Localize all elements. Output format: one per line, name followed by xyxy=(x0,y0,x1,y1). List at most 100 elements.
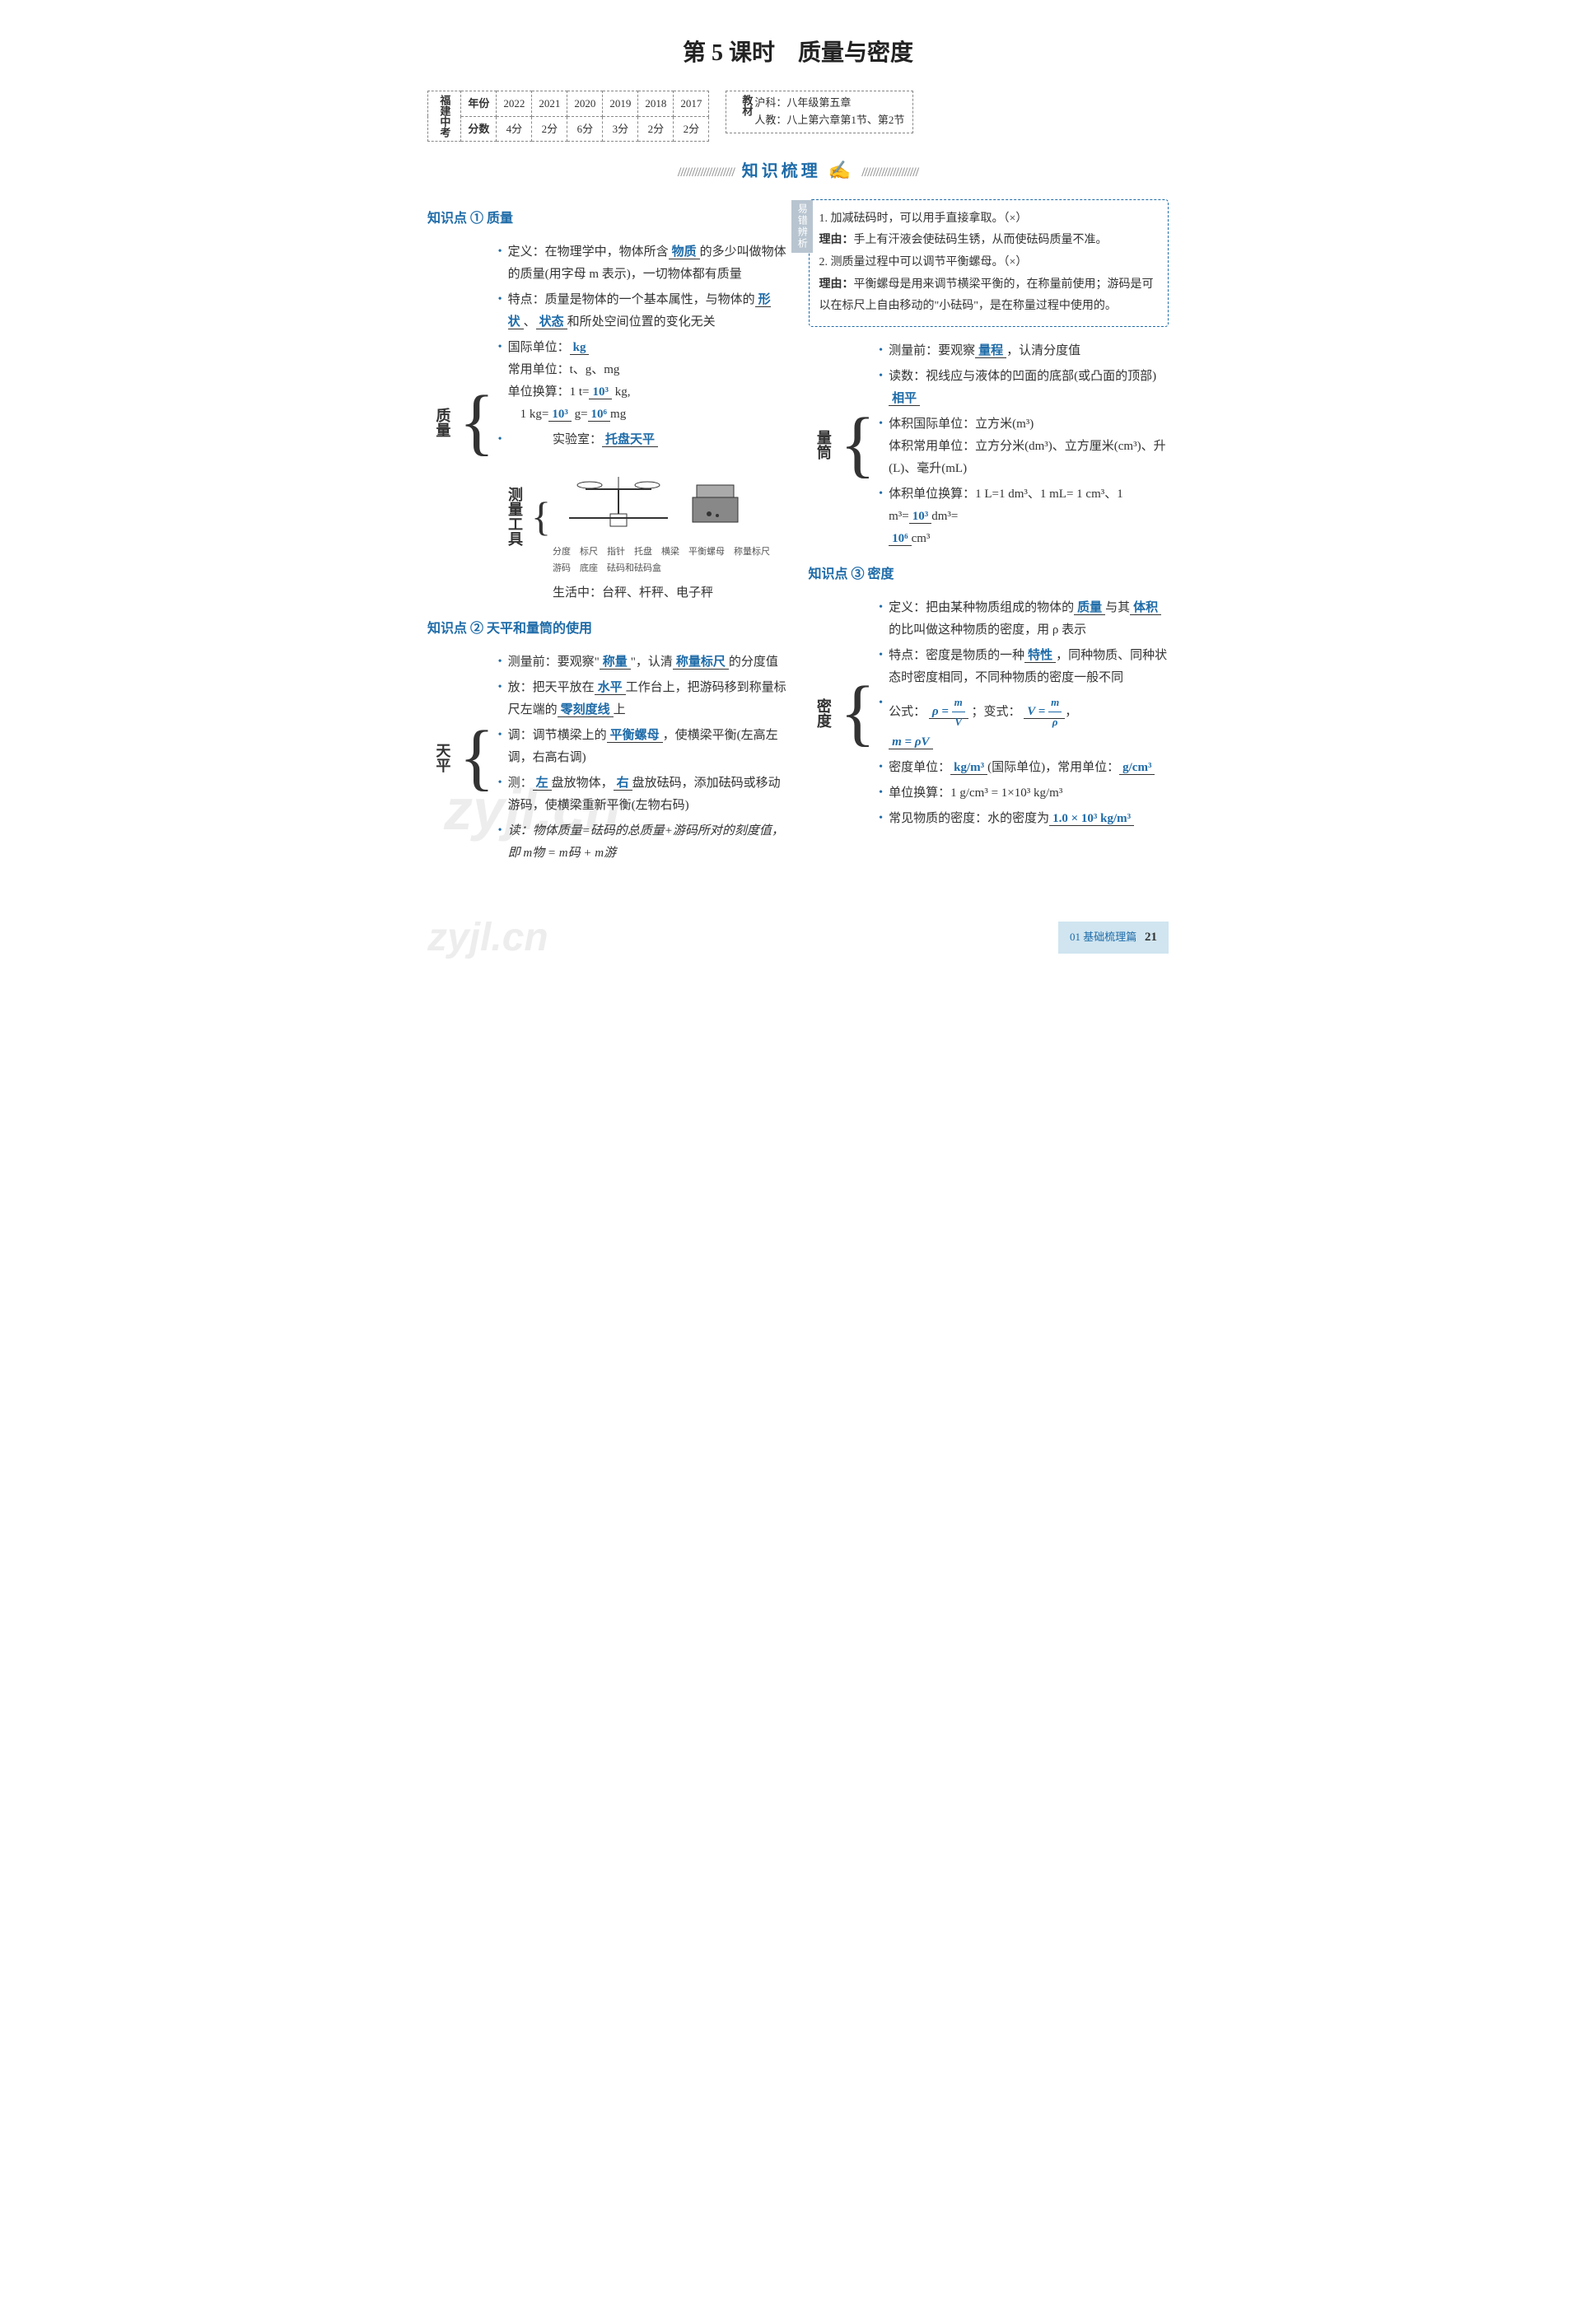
answer: 相平 xyxy=(889,392,920,406)
year-cell: 2022 xyxy=(497,91,532,116)
mistake-callout: 易错辨析 1. 加减砝码时，可以用手直接拿取。（×） 理由：手上有汗液会使砝码生… xyxy=(809,199,1169,327)
cyl-read-item: 读数：视线应与液体的凹面的底部(或凸面的顶部)相平 xyxy=(877,366,1169,410)
daily-tools: 生活中：台秤、杆秤、电子秤 xyxy=(553,582,788,604)
put-item: 放：把天平放在水平工作台上，把游码移到称量标尺左端的零刻度线上 xyxy=(497,677,788,721)
year-cell: 2019 xyxy=(603,91,638,116)
answer: 零刻度线 xyxy=(558,703,614,717)
score-cell: 3分 xyxy=(603,116,638,141)
formula-answer: ρ = mV xyxy=(929,705,968,719)
density-unit-item: 密度单位：kg/m³(国际单位)，常用单位：g/cm³ xyxy=(877,757,1169,779)
brace-label-density: 密度 xyxy=(809,698,838,728)
score-label: 分数 xyxy=(461,116,497,141)
right-column: 易错辨析 1. 加减砝码时，可以用手直接拿取。（×） 理由：手上有汗液会使砝码生… xyxy=(809,199,1169,878)
answer: 平衡螺母 xyxy=(607,729,663,743)
callout-line1: 1. 加减砝码时，可以用手直接拿取。（×） xyxy=(819,208,1159,231)
answer: 右 xyxy=(614,777,632,791)
hatch-left: //////////////////// xyxy=(678,166,735,180)
read-item: 读：物体质量=砝码的总质量+游码所对的刻度值，即 m物 = m码 + m游 xyxy=(497,820,788,865)
answer: 10³ xyxy=(909,510,932,524)
density-formula-item: 公式： ρ = mV ；变式： V = mρ， m = ρV xyxy=(877,693,1169,754)
feature-item: 特点：质量是物体的一个基本属性，与物体的形状、状态和所处空间位置的变化无关 xyxy=(497,289,788,334)
year-score-table: 福建中考 年份 2022 2021 2020 2019 2018 2017 分数… xyxy=(427,91,709,142)
kp2-heading: 知识点 ② 天平和量筒的使用 xyxy=(427,618,788,642)
footer-watermark: zyjl.cn xyxy=(427,903,548,973)
answer: 托盘天平 xyxy=(602,433,658,447)
tool-label: 测量工具 xyxy=(500,487,530,546)
score-cell: 2分 xyxy=(638,116,674,141)
answer: 特性 xyxy=(1024,649,1056,663)
answer: kg/m³ xyxy=(950,761,987,775)
pre-item: 测量前：要观察"称量"，认清称量标尺的分度值 xyxy=(497,651,788,674)
brace-icon: { xyxy=(838,437,877,452)
brace-icon: { xyxy=(530,512,553,520)
answer: 1.0 × 10³ kg/m³ xyxy=(1049,812,1134,826)
score-cell: 2分 xyxy=(674,116,709,141)
score-cell: 4分 xyxy=(497,116,532,141)
answer: 量程 xyxy=(975,344,1006,358)
answer: 10⁶ xyxy=(588,408,611,422)
answer: 体积 xyxy=(1130,601,1161,615)
year-cell: 2017 xyxy=(674,91,709,116)
writing-icon: ✍ xyxy=(828,160,854,180)
answer: kg xyxy=(570,341,590,355)
brace-label-cylinder: 量筒 xyxy=(809,430,838,460)
def-item: 定义：在物理学中，物体所含物质的多少叫做物体的质量(用字母 m 表示)，一切物体… xyxy=(497,241,788,286)
brace-icon: { xyxy=(457,750,496,765)
left-column: 知识点 ① 质量 质量 { 定义：在物理学中，物体所含物质的多少叫做物体的质量(… xyxy=(427,199,788,878)
cyl-vol-item: 体积国际单位：立方米(m³) 体积常用单位：立方分米(dm³)、立方厘米(cm³… xyxy=(877,413,1169,480)
score-cell: 6分 xyxy=(567,116,603,141)
score-cell: 2分 xyxy=(532,116,567,141)
textbook-label: 教材 xyxy=(735,95,754,129)
formula-answer: V = mρ xyxy=(1024,705,1065,719)
answer: 10³ xyxy=(589,385,612,399)
density-conv-item: 单位换算：1 g/cm³ = 1×10³ kg/m³ xyxy=(877,782,1169,805)
year-cell: 2021 xyxy=(532,91,567,116)
tool-item: 测量工具 { 实验室：托盘天平 xyxy=(497,429,788,604)
reason-label: 理由： xyxy=(819,234,854,246)
year-cell: 2018 xyxy=(638,91,674,116)
answer: 水平 xyxy=(595,681,626,695)
textbook-line1: 沪科：八年级第五章 xyxy=(754,96,851,109)
reason-label: 理由： xyxy=(819,278,854,291)
answer: 左 xyxy=(533,777,552,791)
hatch-right: //////////////////// xyxy=(861,166,918,180)
answer: 10⁶ xyxy=(889,532,912,546)
reason1: 手上有汗液会使砝码生锈，从而使砝码质量不准。 xyxy=(854,234,1108,246)
banner-text: 知识梳理 xyxy=(742,162,821,180)
cyl-pre-item: 测量前：要观察量程，认清分度值 xyxy=(877,340,1169,362)
answer: 称量 xyxy=(600,656,631,670)
page-title: 第 5 课时 质量与密度 xyxy=(427,33,1169,74)
callout-line2: 2. 测质量过程中可以调节平衡螺母。（×） xyxy=(819,252,1159,274)
answer: 称量标尺 xyxy=(673,656,729,670)
brace-label-balance: 天平 xyxy=(427,743,457,772)
answer: 状态 xyxy=(536,315,567,329)
formula-answer: m = ρV xyxy=(889,735,932,749)
answer: g/cm³ xyxy=(1119,761,1155,775)
year-label: 年份 xyxy=(461,91,497,116)
year-cell: 2020 xyxy=(567,91,603,116)
page-number: 21 xyxy=(1145,931,1157,944)
density-feat-item: 特点：密度是物质的一种特性，同种物质、同种状态时密度相同，不同种物质的密度一般不… xyxy=(877,645,1169,689)
density-water-item: 常见物质的密度：水的密度为1.0 × 10³ kg/m³ xyxy=(877,808,1169,830)
textbook-box: 教材 沪科：八年级第五章 人教：八上第六章第1节、第2节 xyxy=(726,91,913,133)
balance-diagram: 分度 标尺 指针 托盘 横梁 平衡螺母 称量标尺 游码 底座 砝码和砝码盒 xyxy=(553,456,788,577)
measure-item: 测：左盘放物体，右盘放砝码，添加砝码或移动游码，使横梁重新平衡(左物右码) xyxy=(497,772,788,817)
section-banner: //////////////////// 知识梳理 ✍ ////////////… xyxy=(427,154,1169,187)
footer-bar: 01 基础梳理篇 21 xyxy=(1058,922,1169,954)
brace-label-mass: 质量 xyxy=(427,408,457,437)
callout-tab: 易错辨析 xyxy=(791,200,814,253)
unit-item: 国际单位：kg 常用单位：t、g、mg 单位换算：1 t=10³ kg, 1 k… xyxy=(497,337,788,426)
answer: 10³ xyxy=(548,408,572,422)
header-row: 福建中考 年份 2022 2021 2020 2019 2018 2017 分数… xyxy=(427,91,1169,142)
kp3-heading: 知识点 ③ 密度 xyxy=(809,563,1169,587)
density-def-item: 定义：把由某种物质组成的物体的质量与其体积的比叫做这种物质的密度，用 ρ 表示 xyxy=(877,597,1169,642)
region-label: 福建中考 xyxy=(428,91,461,142)
brace-icon: { xyxy=(457,415,496,430)
kp1-heading: 知识点 ① 质量 xyxy=(427,208,788,231)
answer: 质量 xyxy=(1074,601,1105,615)
adjust-item: 调：调节横梁上的平衡螺母，使横梁平衡(左高左调，右高右调) xyxy=(497,725,788,769)
textbook-line2: 人教：八上第六章第1节、第2节 xyxy=(754,114,904,126)
reason2: 平衡螺母是用来调节横梁平衡的，在称量前使用；游码是可以在标尺上自由移动的"小砝码… xyxy=(819,278,1154,313)
cyl-conv-item: 体积单位换算：1 L=1 dm³、1 mL= 1 cm³、1 m³=10³dm³… xyxy=(877,483,1169,550)
footer-section: 01 基础梳理篇 xyxy=(1070,931,1136,943)
